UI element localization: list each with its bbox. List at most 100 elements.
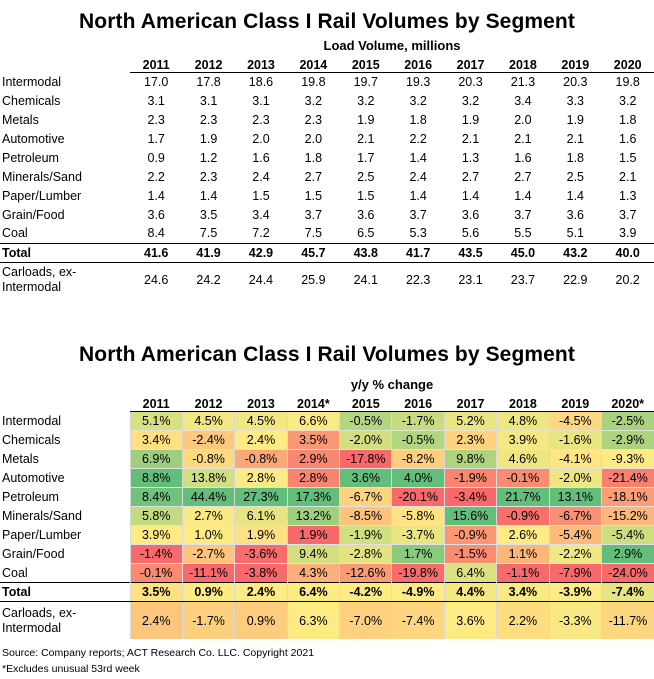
change-cell: -1.9% <box>339 525 392 545</box>
change-cell: -20.1% <box>391 486 445 507</box>
volume-year-header: 2011 <box>130 56 183 73</box>
volume-cell: 1.4 <box>461 188 480 203</box>
volume-year-header: 2013 <box>234 56 288 73</box>
change-cell: 3.5% <box>129 582 183 603</box>
change-cell: 44.4% <box>181 486 235 507</box>
change-cell: 6.9% <box>129 448 183 469</box>
volume-cell: 2.1 <box>619 169 637 184</box>
volume-subtitle: Load Volume, millions <box>323 38 461 53</box>
volume-cell: 2.3 <box>199 169 218 184</box>
change-cell: -7.4% <box>601 582 654 603</box>
change-cell: -19.8% <box>391 563 445 583</box>
volume-cell: 43.8 <box>339 242 392 263</box>
volume-cell: 18.6 <box>248 74 274 89</box>
volume-cell: 1.4 <box>409 150 427 165</box>
volume-table: 2011 2012 2013 2014 2015 2016 2017 2018 … <box>0 56 654 298</box>
volume-cell: 3.6 <box>461 207 480 222</box>
volume-cell: 1.9 <box>566 112 585 127</box>
volume-cell: 1.6 <box>619 131 637 146</box>
change-cell: 3.9% <box>129 525 183 545</box>
volume-cell: 1.6 <box>514 150 532 165</box>
change-cell: -7.4% <box>391 601 445 639</box>
change-cell: -2.2% <box>548 544 602 564</box>
change-cell: -1.1% <box>496 563 550 583</box>
change-cell: 2.7% <box>181 505 235 526</box>
volume-carloads-row: Carloads, ex-Intermodal 24.6 24.2 24.4 25.9 2… <box>0 262 654 298</box>
volume-cell: 2.3 <box>147 112 165 127</box>
volume-cell: 3.1 <box>199 93 218 108</box>
volume-year-header: 2012 <box>182 56 235 73</box>
change-cell: 4.8% <box>496 410 550 431</box>
change-cell: -2.0% <box>548 467 602 488</box>
volume-year-header: 2019 <box>549 56 602 73</box>
change-cell: -21.4% <box>601 467 654 488</box>
change-year-header: 2012 <box>182 395 235 412</box>
volume-cell: 20.3 <box>458 74 483 89</box>
change-row: Automotive 8.8% 13.8% 2.8% 2.8% 3.6% 4.0% -1.9%… <box>0 467 654 488</box>
volume-cell: 2.7 <box>461 169 480 184</box>
volume-cell: 1.5 <box>619 150 637 165</box>
volume-row: Metals 2.3 2.3 2.3 2.3 1.9 1.8 1.9 2.0 1.9 1.8 <box>0 110 654 129</box>
volume-cell: 2.3 <box>252 112 270 127</box>
volume-row: Minerals/Sand 2.2 2.3 2.4 2.7 2.5 2.4 2.7 2.7 2.5… <box>0 167 654 186</box>
volume-cell: 23.7 <box>510 273 536 288</box>
change-cell: -2.9% <box>601 429 654 450</box>
volume-cell: 3.5 <box>199 207 218 222</box>
change-cell: -1.6% <box>548 429 602 450</box>
volume-cell: 24.1 <box>353 273 378 288</box>
volume-cell: 5.6 <box>461 226 480 241</box>
volume-cell: 3.1 <box>252 93 270 108</box>
change-row-label: Minerals/Sand <box>2 509 82 524</box>
source-footnote: Source: Company reports; ACT Research Co… <box>2 647 315 659</box>
volume-cell: 3.6 <box>147 207 165 222</box>
change-cell: -0.1% <box>129 563 183 583</box>
volume-cell: 1.2 <box>199 150 218 165</box>
change-cell: 2.9% <box>286 448 340 469</box>
change-cell: 2.3% <box>443 429 497 450</box>
change-year-header: 2017 <box>444 395 497 412</box>
change-cell: 4.4% <box>443 582 497 603</box>
change-cell: 1.9% <box>286 525 340 545</box>
volume-cell: 3.4 <box>252 207 270 222</box>
change-cell: 13.1% <box>548 486 602 507</box>
change-cell: 21.7% <box>496 486 550 507</box>
volume-cell: 3.4 <box>514 93 532 108</box>
volume-cell: 2.7 <box>304 169 323 184</box>
change-cell: 4.3% <box>286 563 340 583</box>
change-cell: -2.7% <box>181 544 235 564</box>
change-cell: -12.6% <box>339 563 392 583</box>
change-cell: -3.7% <box>391 525 445 545</box>
change-cell: 0.9% <box>181 582 235 603</box>
volume-year-header: 2016 <box>391 56 445 73</box>
volume-cell: 3.7 <box>514 207 532 222</box>
change-cell: -4.9% <box>391 582 445 603</box>
volume-cell: 19.8 <box>615 74 640 89</box>
volume-row-label: Petroleum <box>2 150 59 165</box>
change-cell: -4.1% <box>548 448 602 469</box>
volume-cell: 22.3 <box>405 273 431 288</box>
volume-cell: 1.6 <box>252 150 270 165</box>
change-cell: 2.4% <box>129 601 183 639</box>
volume-header-blank <box>0 56 130 72</box>
volume-cell: 41.9 <box>182 242 235 263</box>
change-cell: 5.2% <box>443 410 497 431</box>
volume-cell: 45.0 <box>496 242 550 263</box>
change-total-row: Total 3.5% 0.9% 2.4% 6.4% -4.2% -4.9% 4.4% 3.4% -… <box>0 582 654 603</box>
change-cell: -0.8% <box>234 448 288 469</box>
change-cell: -1.7% <box>181 601 235 639</box>
change-cell: 2.4% <box>234 429 288 450</box>
change-cell: -0.1% <box>496 467 550 488</box>
volume-row: Grain/Food 3.6 3.5 3.4 3.7 3.6 3.7 3.6 3.7 3.6 3.7 <box>0 205 654 224</box>
volume-cell: 1.7 <box>147 131 165 146</box>
change-header-row: 2011 2012 2013 2014* 2015 2016 2017 2018… <box>0 395 654 412</box>
volume-cell: 1.9 <box>199 131 218 146</box>
change-cell: 0.9% <box>234 601 288 639</box>
change-cell: -15.2% <box>601 505 654 526</box>
volume-cell: 3.7 <box>409 207 427 222</box>
volume-row-label: Carloads, ex-Intermodal <box>2 265 77 295</box>
change-cell: -3.8% <box>234 563 288 583</box>
volume-cell: 7.5 <box>304 226 323 241</box>
change-cell: 4.5% <box>181 410 235 431</box>
volume-row-label: Paper/Lumber <box>2 188 82 203</box>
volume-cell: 3.7 <box>304 207 323 222</box>
